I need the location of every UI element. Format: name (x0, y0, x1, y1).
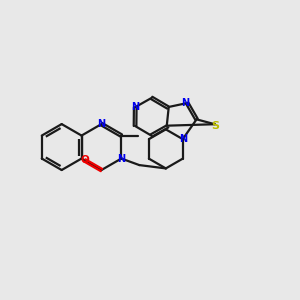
Text: N: N (181, 98, 189, 108)
Text: O: O (80, 155, 89, 166)
Text: N: N (117, 154, 125, 164)
Text: N: N (131, 102, 139, 112)
Text: N: N (98, 119, 106, 129)
Text: N: N (179, 134, 188, 144)
Text: S: S (212, 121, 220, 131)
